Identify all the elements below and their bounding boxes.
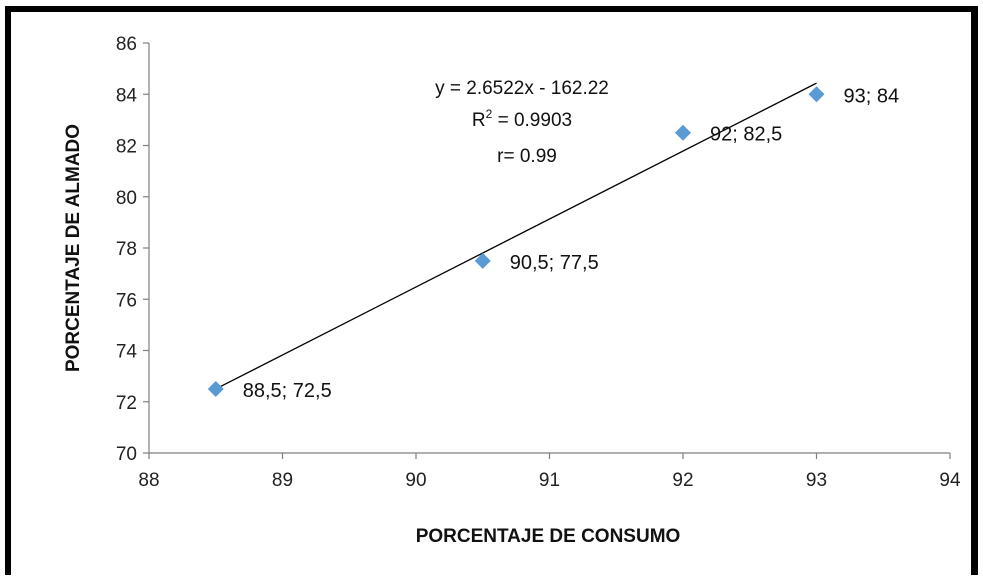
x-tick-label: 88	[138, 470, 159, 491]
data-point-marker	[808, 86, 825, 103]
data-point-marker	[675, 124, 691, 141]
y-tick-label: 84	[116, 85, 138, 106]
y-tick-label: 86	[116, 34, 137, 55]
y-tick-label: 72	[116, 393, 137, 414]
data-point-marker	[474, 252, 491, 269]
x-tick-label: 90	[405, 470, 426, 491]
trendline-equation: y = 2.6522x - 162.22	[435, 78, 609, 99]
data-point-label: 90,5; 77,5	[510, 252, 599, 274]
y-tick-label: 80	[116, 188, 137, 209]
y-axis-title: PORCENTAJE DE ALMADO	[63, 124, 84, 372]
y-tick-label: 82	[116, 137, 137, 158]
x-tick-label: 91	[539, 470, 560, 491]
trendline	[215, 82, 817, 390]
r-squared-label: R2 = 0.9903	[472, 107, 572, 131]
r-squared-superscript: 2	[486, 107, 493, 121]
data-point-label: 93; 84	[844, 85, 900, 107]
x-tick-label: 89	[272, 470, 293, 491]
y-tick-label: 70	[116, 444, 137, 465]
y-tick-label: 74	[116, 342, 138, 363]
x-tick-label: 93	[806, 470, 827, 491]
r-squared-value: = 0.9903	[492, 110, 572, 131]
y-tick-label: 76	[116, 290, 137, 311]
data-point-label: 88,5; 72,5	[243, 380, 332, 402]
x-axis-title: PORCENTAJE DE CONSUMO	[416, 526, 681, 547]
data-point-label: 92; 82,5	[710, 124, 782, 146]
x-tick-label: 94	[939, 470, 961, 491]
x-tick-label: 92	[672, 470, 693, 491]
r-squared-prefix: R	[472, 110, 486, 131]
r-label: r= 0.99	[497, 146, 557, 167]
data-point-marker	[207, 380, 224, 397]
y-tick-label: 78	[116, 239, 137, 260]
